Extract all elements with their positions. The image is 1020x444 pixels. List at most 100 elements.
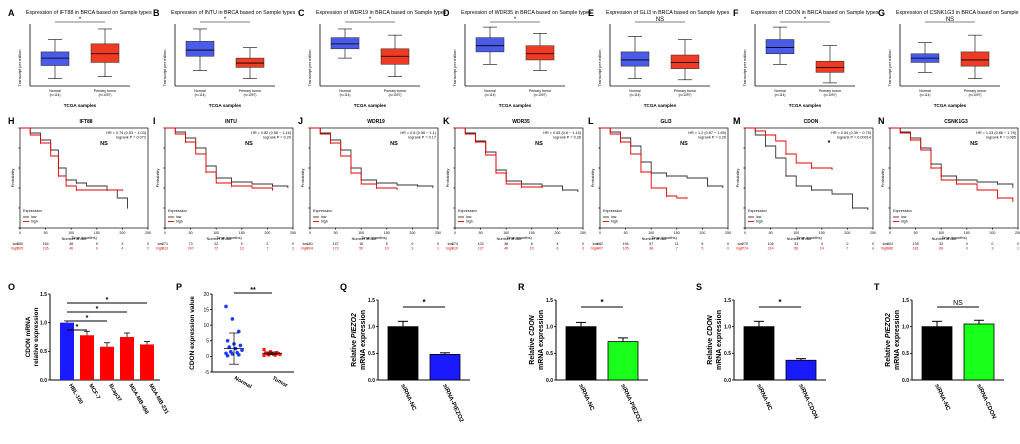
- x-tick-label: 250: [725, 231, 731, 235]
- x-tick-label: 50: [44, 231, 48, 235]
- x-tick-count: (n=114): [195, 93, 206, 97]
- box-primary-tumor: [380, 34, 410, 77]
- x-tick-label: Primary tumor: [819, 89, 842, 93]
- legend-label: high: [466, 220, 473, 224]
- x-axis-label: Time (months): [506, 235, 532, 240]
- logrank-p-text: logrank P = 0.26: [553, 136, 581, 140]
- risk-value: 0: [411, 242, 413, 246]
- risk-value: 7: [846, 247, 848, 251]
- risk-value: 9: [966, 247, 968, 251]
- box-panel-A: A Expression of IFT88 in BRCA based on Sa…: [8, 8, 152, 108]
- significance-label: **: [250, 287, 256, 294]
- x-tick-label: 150: [529, 231, 535, 235]
- logrank-p-text: logrank P = 0.072: [116, 136, 146, 140]
- y-tick-label: 0.5: [40, 349, 47, 355]
- risk-value: 181: [913, 247, 919, 251]
- risk-value: 136: [43, 247, 49, 251]
- data-point: [227, 345, 231, 349]
- km-panel-H: H IFT88 Probability 0 50 100 150 200 250 Time (mo…: [8, 116, 151, 251]
- logrank-p-text: logrank P = 0.26: [698, 136, 726, 140]
- risk-value: 73: [189, 242, 193, 246]
- y-label-gene: PIEZO2: [351, 313, 358, 338]
- chart-title: GLI3: [660, 119, 671, 125]
- logrank-p-text: logrank P = 0.085: [986, 136, 1016, 140]
- data-point: [278, 352, 282, 357]
- risk-table-title: Number at risk: [497, 237, 522, 241]
- y-tick-label: 1.5: [902, 298, 909, 304]
- x-tick-label: 0: [164, 231, 166, 235]
- panel-letter: C: [298, 8, 305, 18]
- risk-value: 407: [597, 247, 603, 251]
- risk-value: 7: [676, 247, 678, 251]
- risk-value: 574: [452, 242, 458, 246]
- x-tick-count: (n=114): [630, 93, 641, 97]
- risk-value: 5: [701, 247, 703, 251]
- box-panel-E: E Expression of GLI3 in BRCA based on Sam…: [588, 8, 730, 108]
- box-normal: [185, 28, 215, 71]
- risk-value: 46: [504, 247, 508, 251]
- km-curve-low: [165, 127, 289, 188]
- x-tick-label: 250: [290, 231, 296, 235]
- risk-value: 774: [742, 247, 748, 251]
- risk-value: 3: [411, 247, 413, 251]
- significance-label: NS: [946, 17, 954, 23]
- box-panel-D: D Expression of WDR35 in BRCA based on Sa…: [443, 8, 592, 108]
- x-tick-count: (n=1097): [244, 93, 257, 97]
- x-tick-label: 200: [409, 231, 415, 235]
- legend-label: high: [611, 220, 618, 224]
- box-body: [185, 41, 215, 57]
- y-axis-label-line2: mRNA expression: [894, 310, 901, 370]
- km-curve-high: [600, 127, 688, 199]
- x-tick-label: Primary tumor: [239, 89, 262, 93]
- risk-row-label: low: [158, 242, 164, 246]
- x-tick-label: 50: [334, 231, 338, 235]
- x-tick-label: 0: [454, 231, 456, 235]
- panel-letter: J: [298, 116, 303, 126]
- x-tick-label: 0: [599, 231, 601, 235]
- plot-frame: [744, 127, 874, 229]
- y-axis-label: Probability: [10, 169, 15, 188]
- x-axis-label: Time (months): [941, 235, 967, 240]
- legend-label: low: [901, 215, 907, 219]
- x-tick-label: Primary tumor: [674, 89, 697, 93]
- risk-row-label: high: [156, 247, 163, 251]
- km-curve-high: [455, 127, 543, 188]
- risk-value: 69: [939, 247, 943, 251]
- risk-value: 0: [292, 242, 294, 246]
- x-tick-label: 250: [580, 231, 586, 235]
- box-normal: [620, 36, 650, 79]
- significance-label: *: [778, 298, 782, 307]
- x-tick-label: 0: [889, 231, 891, 235]
- bar-sirna-nc: [565, 326, 597, 381]
- risk-row-label: high: [11, 247, 18, 251]
- bar-sirna-piezo2: [429, 353, 461, 381]
- bar-hbl-100: [60, 322, 74, 380]
- risk-value: 3: [991, 247, 993, 251]
- risk-value: 4: [556, 242, 558, 246]
- data-point: [262, 353, 266, 358]
- y-axis-label: Probability: [735, 169, 740, 188]
- bar-sirna-piezo2: [607, 341, 639, 381]
- km-panel-M: M CDON Probability 0 50 100 150 200 250 Time (mon…: [733, 116, 876, 251]
- risk-value: 48: [69, 242, 73, 246]
- risk-row-label: high: [736, 247, 743, 251]
- risk-value: 0: [991, 242, 993, 246]
- data-point: [225, 353, 230, 358]
- y-tick-label: 1.0: [546, 324, 553, 330]
- risk-value: 3: [292, 247, 294, 251]
- risk-value: 48: [504, 242, 508, 246]
- x-tick-label: 150: [819, 231, 825, 235]
- x-tick-label: MDA-MB-468: [127, 383, 149, 415]
- x-tick-label: 150: [94, 231, 100, 235]
- risk-value: 7: [266, 247, 268, 251]
- x-tick-count: (n=114): [50, 93, 61, 97]
- bar-panel-T: T 0.0 0.5 1.0 1.5 Relative PIEZO2 mRNA express…: [874, 282, 1004, 420]
- chart-title: INTU: [225, 119, 237, 125]
- data-point: [262, 347, 266, 352]
- significance-label: *: [600, 298, 604, 307]
- legend-label: low: [176, 215, 182, 219]
- risk-value: 3: [582, 247, 584, 251]
- logrank-p-text: logrank P = 0.29: [263, 136, 291, 140]
- x-tick-label: Normal: [484, 89, 496, 93]
- x-tick-label: 150: [239, 231, 245, 235]
